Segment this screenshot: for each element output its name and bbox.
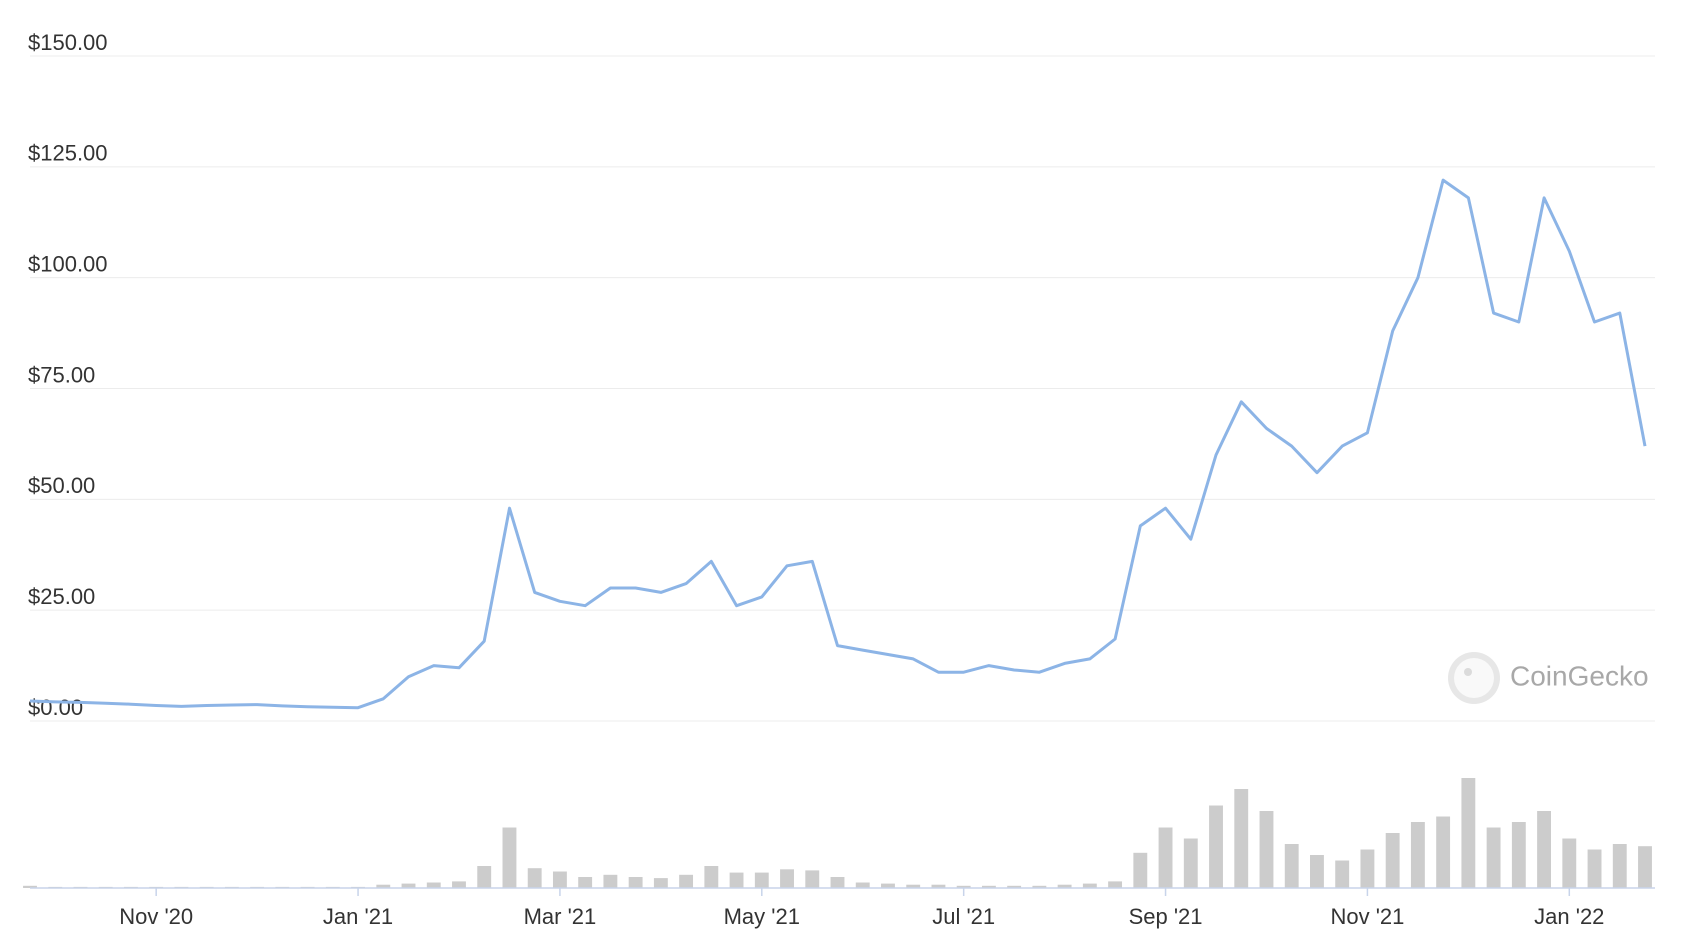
watermark-logo <box>1448 652 1500 704</box>
y-tick-label: $75.00 <box>28 362 95 387</box>
volume-bar <box>1562 838 1577 888</box>
y-tick-label: $125.00 <box>28 141 108 166</box>
volume-bar <box>956 885 971 888</box>
x-tick-label: Sep '21 <box>1129 904 1203 929</box>
x-tick-label: Nov '21 <box>1330 904 1404 929</box>
plot: $0.00 $25.00 $50.00 $75.00 $100.00 $125.00 $15… <box>23 30 1655 929</box>
volume-bar <box>1461 778 1476 888</box>
volume-bar <box>376 884 391 888</box>
volume-bar <box>502 827 517 888</box>
volume-bar <box>653 878 668 888</box>
volume-bar <box>23 885 37 888</box>
volume-bar <box>477 866 492 888</box>
volume-bar <box>805 870 820 888</box>
volume-bar <box>1486 827 1501 888</box>
volume-bar <box>1612 844 1627 888</box>
x-tick-label: May '21 <box>724 904 800 929</box>
volume-bar <box>1284 844 1299 888</box>
volume-bar <box>830 877 845 888</box>
volume-bar <box>1057 884 1072 888</box>
x-tick-label: Nov '20 <box>119 904 193 929</box>
volume-bar <box>1007 885 1022 888</box>
x-tick-label: Jul '21 <box>932 904 995 929</box>
volume-bar <box>780 869 794 888</box>
volume-bar <box>881 883 895 888</box>
volume-bar <box>1133 852 1148 888</box>
volume-bar <box>729 872 744 888</box>
volume-bar <box>1108 881 1123 888</box>
volume-bar <box>628 877 643 888</box>
volume-bar <box>1234 789 1249 888</box>
x-tick-label: Mar '21 <box>524 904 597 929</box>
y-tick-label: $0.00 <box>28 695 83 720</box>
volume-bar <box>679 874 694 888</box>
volume-bar <box>552 871 567 888</box>
price-line <box>29 178 1647 710</box>
volume-bar <box>1259 811 1274 888</box>
volume-bar <box>1209 805 1223 888</box>
volume-bar <box>754 872 769 888</box>
volume-bar <box>855 882 870 888</box>
volume-bar <box>1410 822 1425 888</box>
volume-bar <box>1436 816 1451 888</box>
volume-bar <box>1183 838 1198 888</box>
volume-bar <box>1335 860 1350 888</box>
volume-bar <box>401 883 416 888</box>
x-tick-label: Jan '21 <box>323 904 393 929</box>
volume-bar <box>1511 822 1526 888</box>
volume-bar <box>578 877 593 888</box>
y-tick-label: $50.00 <box>28 473 95 498</box>
volume-bar <box>704 866 719 888</box>
y-tick-label: $150.00 <box>28 30 108 55</box>
volume-bar <box>1360 849 1375 888</box>
volume-bar <box>981 885 996 888</box>
volume-bar <box>1082 883 1097 888</box>
y-tick-label: $25.00 <box>28 584 95 609</box>
volume-bar <box>1537 811 1552 888</box>
volume-bar <box>452 881 466 888</box>
y-tick-label: $100.00 <box>28 251 108 276</box>
watermark: CoinGecko <box>1510 660 1649 691</box>
volume-bar <box>1158 827 1173 888</box>
volume-bar <box>1385 833 1400 888</box>
x-tick-label: Jan '22 <box>1534 904 1604 929</box>
volume-bar <box>1310 855 1324 888</box>
volume-bar <box>931 884 946 888</box>
volume-bar <box>426 882 441 888</box>
volume-bar <box>1032 885 1047 888</box>
volume-bar <box>527 868 542 888</box>
volume-bar <box>603 874 618 888</box>
volume-bar <box>1587 849 1602 888</box>
volume-bar <box>906 884 921 888</box>
volume-bar <box>1638 846 1652 888</box>
